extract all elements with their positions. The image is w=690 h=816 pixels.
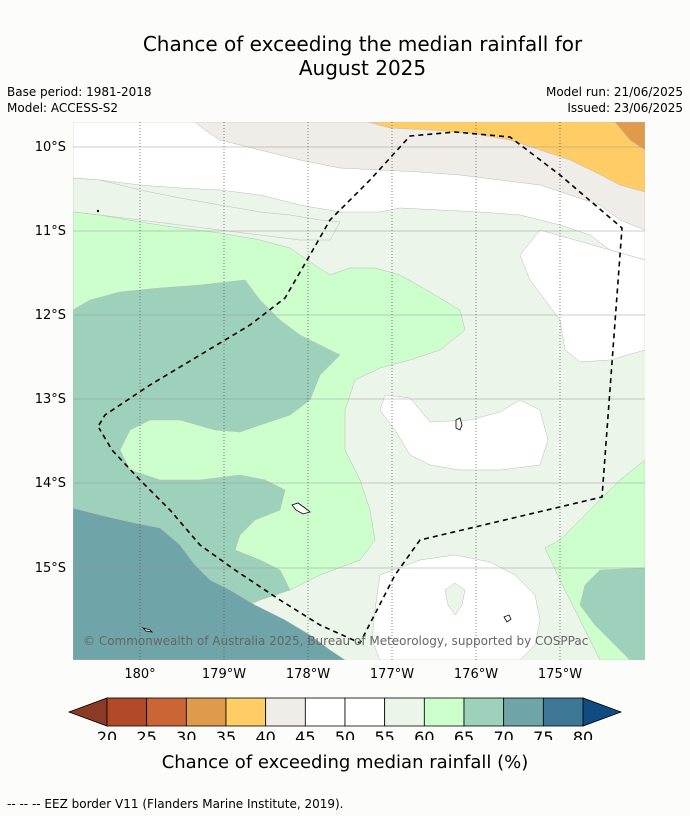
colorbar-cell <box>304 697 346 727</box>
colorbar-tick-label: 50 <box>335 728 355 740</box>
island-ono <box>503 614 512 623</box>
colorbar-tick-label: 25 <box>136 728 156 740</box>
colorbar-cell <box>265 697 306 727</box>
model-name: Model: ACCESS-S2 <box>7 101 119 115</box>
rainfall-map: © Commonwealth of Australia 2025, Bureau… <box>35 122 645 740</box>
lon-label-179w: 179°W <box>202 667 246 682</box>
contour-40-45 <box>194 122 645 231</box>
lon-label-177w: 177°W <box>370 667 414 682</box>
model-run: Model run: 21/06/2025 <box>545 85 683 99</box>
island-dot <box>96 209 100 213</box>
island-lakeba <box>291 502 311 515</box>
colorbar-cell <box>146 697 187 727</box>
lat-label-12s: 12°S <box>35 308 66 323</box>
colorbar-cell <box>423 697 465 727</box>
colorbar-ticks: 20 25 30 35 40 45 50 55 60 65 70 75 80 <box>97 728 593 740</box>
colorbar-cell <box>542 697 584 727</box>
lat-gridlines <box>73 146 645 569</box>
colorbar-tick-label: 20 <box>97 728 117 740</box>
lat-label-11s: 11°S <box>35 224 66 239</box>
colorbar-under-arrow <box>67 697 108 727</box>
lat-labels: 10°S 11°S 12°S 13°S 14°S 15°S <box>35 140 66 576</box>
lat-label-10s: 10°S <box>35 140 66 155</box>
colorbar-tick-label: 35 <box>216 728 236 740</box>
colorbar-tick-label: 30 <box>176 728 196 740</box>
colorbar-cell <box>503 697 544 727</box>
eez-border <box>98 131 623 645</box>
contour-65-70-east <box>579 567 645 660</box>
colorbar-tick-label: 75 <box>533 728 553 740</box>
colorbar-cell <box>344 697 386 727</box>
lat-label-13s: 13°S <box>35 392 66 407</box>
colorbar-tick-label: 80 <box>573 728 593 740</box>
colorbar-tick-label: 65 <box>454 728 474 740</box>
lon-label-178w: 178°W <box>286 667 330 682</box>
island-vanua-balavu <box>455 417 463 431</box>
colorbar-cell <box>463 697 505 727</box>
issued-date: Issued: 23/06/2025 <box>567 101 683 115</box>
contour-30-35 <box>614 122 645 151</box>
colorbar-over-arrow <box>582 697 623 727</box>
eez-legend-note: -- -- -- EEZ border V11 (Flanders Marine… <box>7 797 344 811</box>
colorbar-tick-label: 70 <box>493 728 513 740</box>
colorbar-cell <box>185 697 227 727</box>
contour-45-55-center <box>379 394 549 471</box>
contour-white-spot <box>444 582 466 616</box>
island-small <box>141 627 154 633</box>
colorbar-tick-label: 40 <box>255 728 275 740</box>
colorbar-tick-label: 60 <box>414 728 434 740</box>
lat-label-14s: 14°S <box>35 476 66 491</box>
lon-label-175w: 175°W <box>538 667 582 682</box>
base-period: Base period: 1981-2018 <box>7 85 152 99</box>
lon-label-176w: 176°W <box>454 667 498 682</box>
colorbar-label: Chance of exceeding median rainfall (%) <box>161 752 529 773</box>
contour-35-40 <box>367 122 645 193</box>
colorbar: 20 25 30 35 40 45 50 55 60 65 70 75 80 <box>67 697 623 740</box>
colorbar-cell <box>384 697 425 727</box>
island-outlines <box>96 209 512 633</box>
map-title-line1: Chance of exceeding the median rainfall … <box>142 32 583 56</box>
lat-label-15s: 15°S <box>35 561 66 576</box>
lon-labels: 180° 179°W 178°W 177°W 176°W 175°W <box>124 667 582 682</box>
map-title-line2: August 2025 <box>298 56 427 80</box>
colorbar-cell <box>106 697 148 727</box>
colorbar-cells <box>106 697 584 727</box>
colorbar-tick-label: 45 <box>295 728 315 740</box>
colorbar-cell <box>225 697 267 727</box>
lon-label-180: 180° <box>124 667 155 682</box>
contour-fields: © Commonwealth of Australia 2025, Bureau… <box>73 122 645 660</box>
colorbar-tick-label: 55 <box>374 728 394 740</box>
copyright-text: © Commonwealth of Australia 2025, Bureau… <box>83 634 588 648</box>
